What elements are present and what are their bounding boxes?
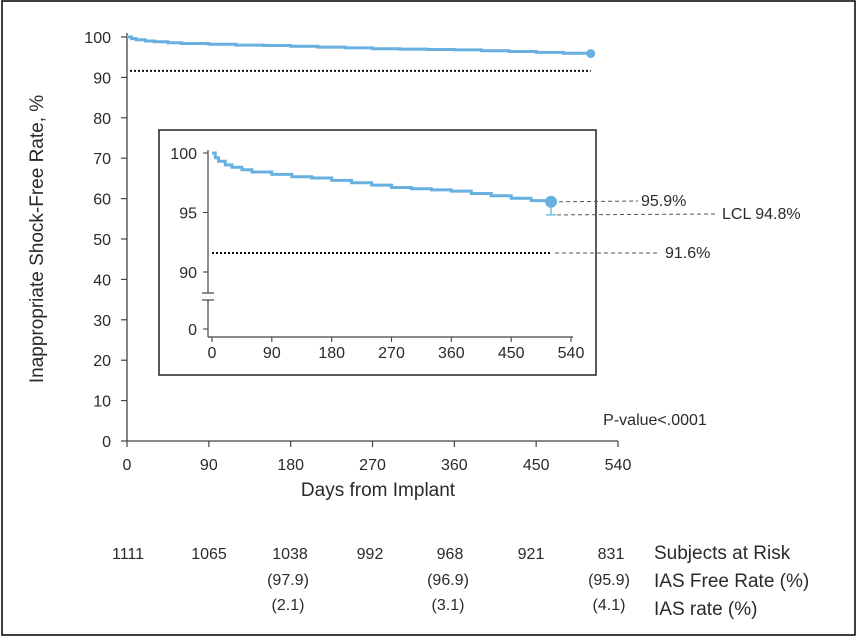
ias-free-rate-label: IAS Free Rate (%) [654, 571, 809, 592]
risk-subjects-cell: 831 [598, 546, 625, 563]
main-x-tick-label: 540 [605, 457, 632, 474]
main-x-tick-label: 270 [359, 457, 386, 474]
main-x-ticks: 0 90 180 270 360 450 540 [123, 441, 632, 474]
inset-y-tick-label: 100 [170, 146, 197, 163]
main-x-tick-label: 360 [441, 457, 468, 474]
main-x-tick-label: 0 [123, 457, 132, 474]
y-axis-label: Inappropriate Shock-Free Rate, % [27, 95, 48, 383]
inset-x-tick-label: 450 [498, 345, 525, 362]
main-y-tick-label: 40 [93, 272, 111, 289]
inset-x-tick-label: 180 [318, 345, 345, 362]
main-y-ticks: 0 10 20 30 40 50 60 70 80 90 100 [84, 30, 127, 451]
risk-free-rate-row: (97.9) (96.9) (95.9) [267, 572, 630, 589]
main-x-tick-label: 450 [523, 457, 550, 474]
lcl-label: LCL 94.8% [722, 206, 801, 223]
risk-subjects-cell: 968 [437, 546, 464, 563]
risk-ias-rate-cell: (2.1) [272, 597, 305, 614]
main-y-tick-label: 10 [93, 394, 111, 411]
main-y-tick-label: 20 [93, 353, 111, 370]
main-end-point [586, 49, 595, 58]
inset-y-tick-label: 0 [188, 322, 197, 339]
inset-x-tick-label: 270 [378, 345, 405, 362]
inset-x-tick-label: 90 [263, 345, 281, 362]
main-y-tick-label: 30 [93, 313, 111, 330]
inset-end-point [545, 196, 557, 208]
risk-subjects-cell: 1111 [112, 546, 144, 563]
main-y-tick-label: 70 [93, 151, 111, 168]
main-y-tick-label: 60 [93, 192, 111, 209]
main-y-tick-label: 80 [93, 111, 111, 128]
risk-subjects-cell: 1038 [272, 546, 308, 563]
main-y-tick-label: 90 [93, 70, 111, 87]
inset-y-tick-label: 90 [179, 265, 197, 282]
p-value: P-value<.0001 [603, 412, 707, 429]
inset-x-tick-label: 360 [438, 345, 465, 362]
main-y-tick-label: 100 [84, 30, 111, 47]
estimate-label: 95.9% [641, 193, 686, 210]
goal-label: 91.6% [665, 245, 710, 262]
risk-free-rate-cell: (95.9) [588, 572, 630, 589]
main-y-tick-label: 0 [102, 434, 111, 451]
risk-subjects-cell: 921 [518, 546, 545, 563]
risk-free-rate-cell: (96.9) [427, 572, 469, 589]
x-axis-label: Days from Implant [301, 480, 456, 501]
inset-x-tick-label: 540 [558, 345, 585, 362]
risk-ias-rate-row: (2.1) (3.1) (4.1) [272, 597, 626, 614]
ias-rate-label: IAS rate (%) [654, 599, 757, 620]
risk-free-rate-cell: (97.9) [267, 572, 309, 589]
subjects-at-risk-label: Subjects at Risk [654, 543, 791, 564]
main-survival-curve [127, 37, 591, 54]
main-x-tick-label: 180 [277, 457, 304, 474]
risk-subjects-row: 1111 1065 1038 992 968 921 831 [112, 546, 624, 563]
risk-ias-rate-cell: (3.1) [432, 597, 465, 614]
main-y-tick-label: 50 [93, 232, 111, 249]
risk-ias-rate-cell: (4.1) [593, 597, 626, 614]
main-x-tick-label: 90 [200, 457, 218, 474]
risk-subjects-cell: 1065 [191, 546, 227, 563]
inset-y-tick-label: 95 [179, 206, 197, 223]
inset-x-tick-label: 0 [208, 345, 217, 362]
risk-subjects-cell: 992 [357, 546, 384, 563]
